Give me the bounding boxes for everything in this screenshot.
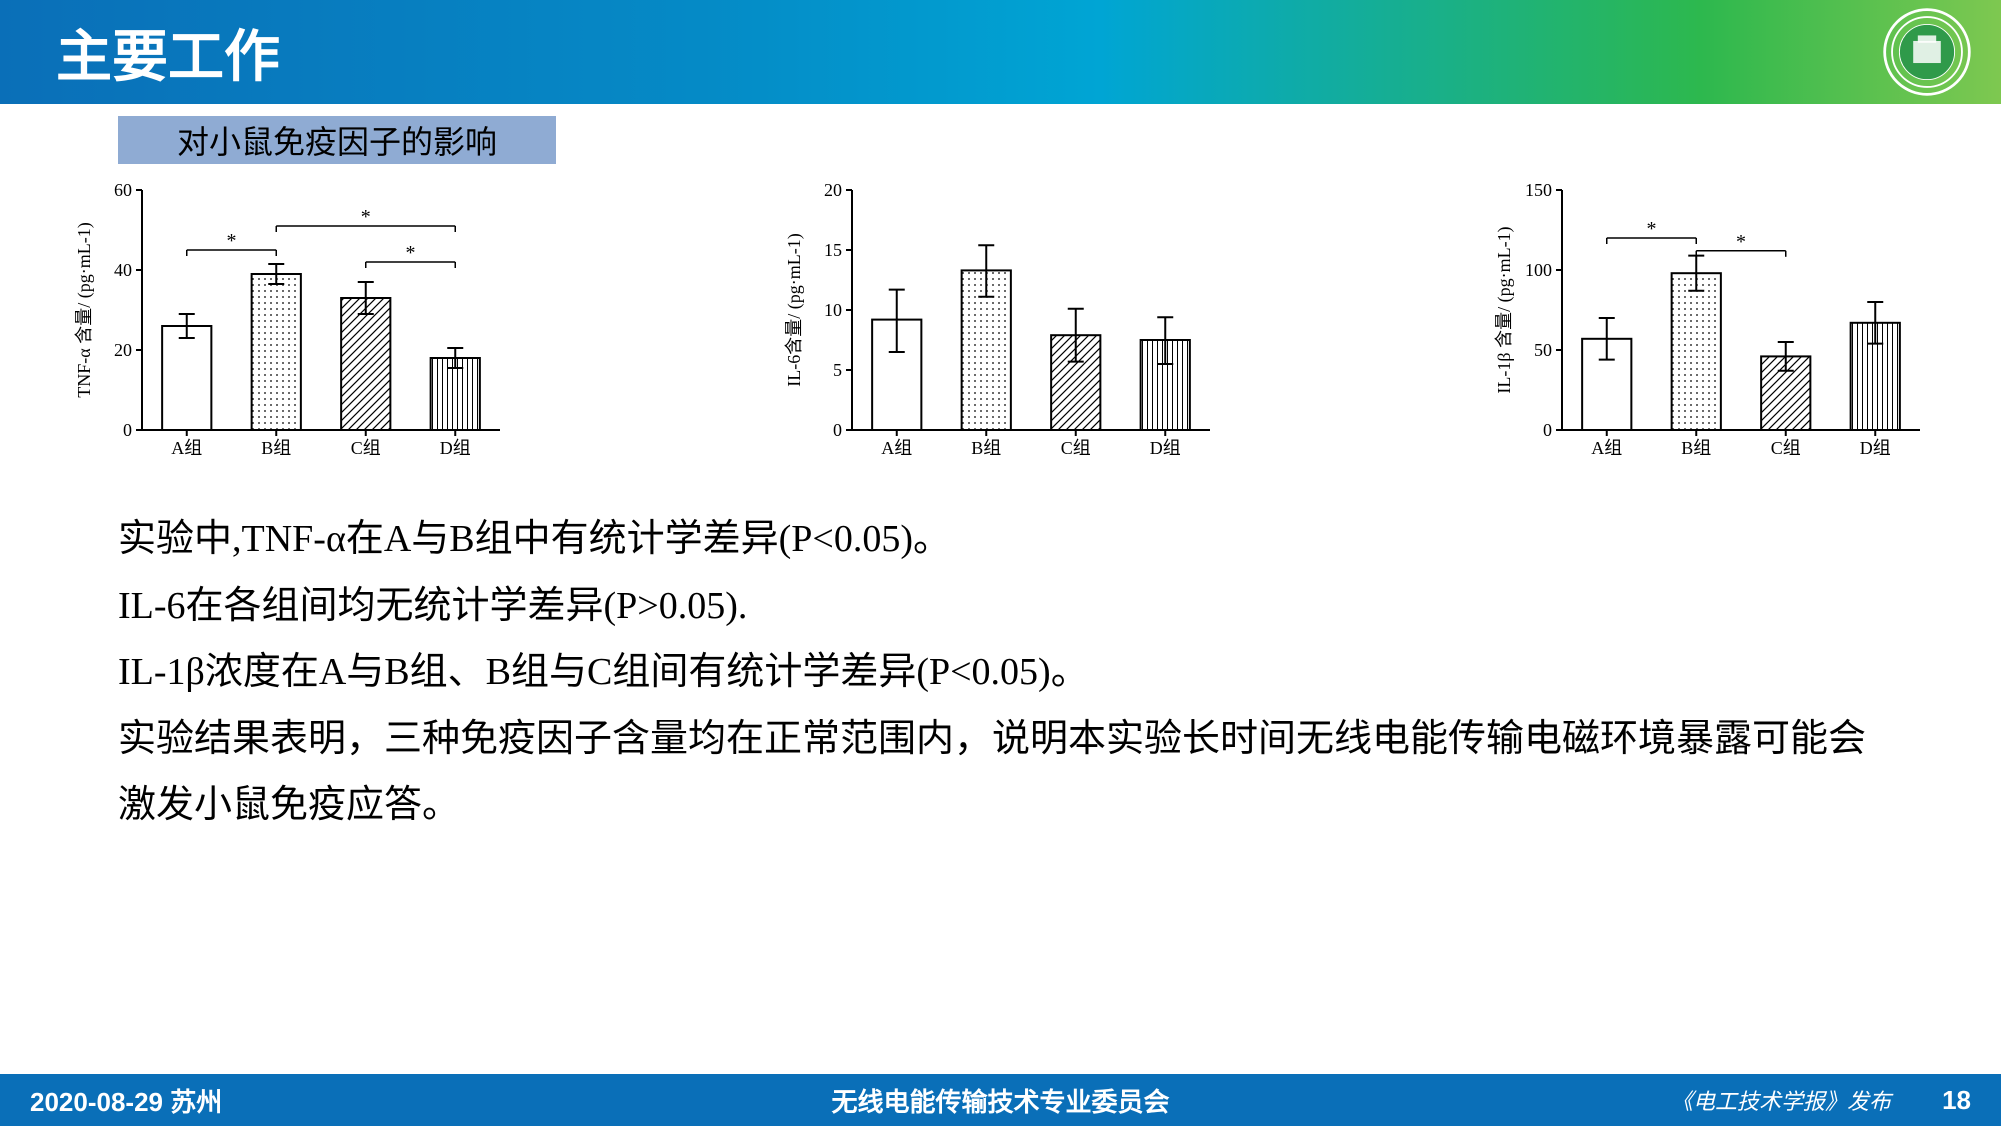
svg-text:*: * [1736,231,1746,253]
svg-text:0: 0 [833,420,842,440]
charts-row: 0 20 40 60 A组 B组 C组 D组 * * * TNF-α 含量/ (pg·mL-1) 0 5… [70,180,1930,460]
university-logo-icon [1881,6,1973,98]
svg-text:D组: D组 [440,438,471,458]
svg-text:D组: D组 [1860,438,1891,458]
svg-text:B组: B组 [261,438,291,458]
svg-text:50: 50 [1534,340,1552,360]
body-line: 实验中,TNF-α在A与B组中有统计学差异(P<0.05)。 [118,506,1888,573]
svg-text:IL-6含量/ (pg·mL-1): IL-6含量/ (pg·mL-1) [784,233,805,386]
page-title: 主要工作 [56,12,280,93]
svg-text:D组: D组 [1150,438,1181,458]
svg-text:IL-1β 含量/ (pg·mL-1): IL-1β 含量/ (pg·mL-1) [1494,226,1515,393]
svg-text:5: 5 [833,360,842,380]
body-line: IL-6在各组间均无统计学差异(P>0.05). [118,573,1888,640]
svg-text:100: 100 [1525,260,1552,280]
svg-text:A组: A组 [881,438,912,458]
body-line: 实验结果表明，三种免疫因子含量均在正常范围内，说明本实验长时间无线电能传输电磁环… [118,706,1888,839]
svg-text:TNF-α 含量/ (pg·mL-1): TNF-α 含量/ (pg·mL-1) [74,222,95,397]
body-line: IL-1β浓度在A与B组、B组与C组间有统计学差异(P<0.05)。 [118,639,1888,706]
svg-text:B组: B组 [1681,438,1711,458]
svg-text:10: 10 [824,300,842,320]
chart-tnf-alpha: 0 20 40 60 A组 B组 C组 D组 * * * TNF-α 含量/ (pg·mL-1) [70,180,510,460]
svg-text:20: 20 [114,340,132,360]
svg-text:0: 0 [1543,420,1552,440]
svg-text:A组: A组 [171,438,202,458]
svg-text:C组: C组 [351,438,381,458]
svg-text:B组: B组 [971,438,1001,458]
chart-il1-beta: 0 50 100 150 A组 B组 C组 D组 * * IL-1β 含量/ (pg·mL-1) [1490,180,1930,460]
body-text: 实验中,TNF-α在A与B组中有统计学差异(P<0.05)。 IL-6在各组间均… [118,506,1888,839]
svg-text:0: 0 [123,420,132,440]
svg-text:40: 40 [114,260,132,280]
section-subtitle-box: 对小鼠免疫因子的影响 [118,116,556,164]
svg-text:150: 150 [1525,180,1552,200]
svg-text:*: * [227,230,237,252]
footer-page-number: 18 [1942,1085,1971,1116]
header-bar: 主要工作 [0,0,2001,104]
svg-text:C组: C组 [1771,438,1801,458]
svg-text:60: 60 [114,180,132,200]
svg-text:20: 20 [824,180,842,200]
chart-il6: 0 5 10 15 20 A组 B组 C组 D组 IL-6含量/ (pg·mL-1) [780,180,1220,460]
svg-text:15: 15 [824,240,842,260]
section-subtitle: 对小鼠免疫因子的影响 [177,117,497,163]
svg-text:*: * [361,206,371,228]
svg-text:A组: A组 [1591,438,1622,458]
footer-bar: 2020-08-29 苏州 无线电能传输技术专业委员会 《电工技术学报》发布 1… [0,1074,2001,1126]
svg-text:*: * [406,242,416,264]
footer-publisher: 《电工技术学报》发布 [1671,1084,1891,1116]
footer-date-location: 2020-08-29 苏州 [30,1082,222,1119]
svg-text:C组: C组 [1061,438,1091,458]
footer-committee: 无线电能传输技术专业委员会 [831,1082,1169,1119]
svg-text:*: * [1647,218,1657,240]
